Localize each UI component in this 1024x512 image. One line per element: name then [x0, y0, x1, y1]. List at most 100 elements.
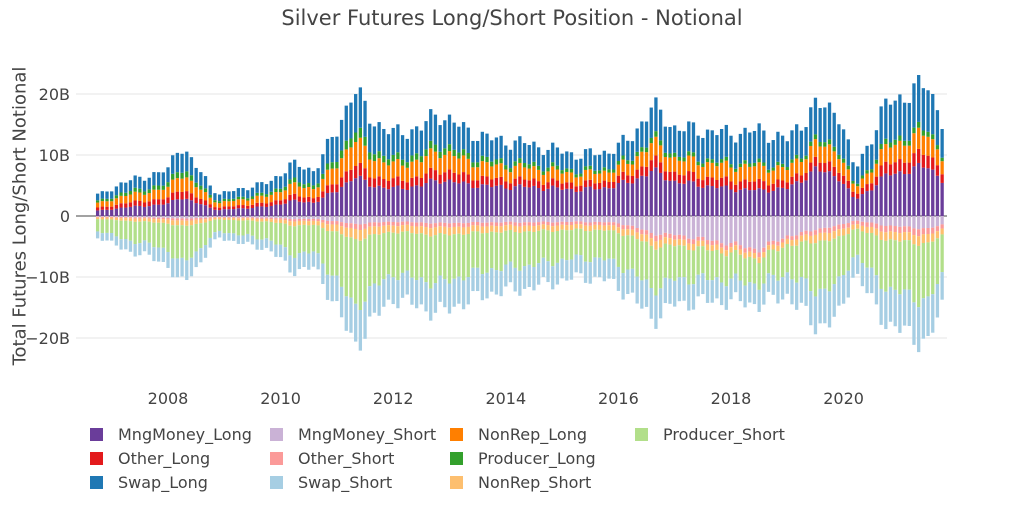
bar-nonrep-long [715, 166, 719, 180]
bar-nonrep-short [457, 226, 461, 234]
bar-mngmoney-short [461, 216, 466, 224]
bar-nonrep-short [349, 227, 353, 238]
bar-producer-long [621, 155, 625, 160]
bar-mngmoney-short [719, 216, 724, 244]
bar-swap-long [438, 125, 442, 152]
bar-mngmoney-short [447, 216, 452, 224]
bar-swap-short [278, 244, 283, 258]
bar-swap-long [363, 100, 367, 137]
bar-nonrep-short [748, 251, 752, 257]
legend-item[interactable]: NonRep_Short [450, 473, 591, 492]
legend-item[interactable]: MngMoney_Short [270, 425, 436, 444]
bar-nonrep-long [851, 183, 855, 192]
bar-other-long [386, 181, 391, 190]
bar-nonrep-short [931, 233, 935, 242]
legend-item[interactable]: NonRep_Long [450, 425, 587, 444]
bar-nonrep-long [321, 178, 325, 192]
bar-other-long [780, 180, 785, 188]
bar-nonrep-long [452, 156, 456, 173]
bar-other-short [358, 224, 363, 231]
bar-nonrep-long [640, 151, 644, 167]
bar-mngmoney-short [288, 216, 292, 220]
bar-other-long [593, 183, 597, 190]
bar-nonrep-long [917, 127, 921, 149]
bar-producer-short [386, 231, 391, 275]
legend-item[interactable]: Producer_Short [635, 425, 785, 444]
bar-producer-long [471, 162, 475, 168]
bar-nonrep-long [837, 159, 841, 173]
bar-producer-long [344, 140, 348, 150]
bar-other-long [677, 174, 682, 184]
bar-nonrep-long [602, 170, 606, 181]
bar-swap-long [832, 112, 836, 147]
bar-other-short [391, 221, 395, 226]
bar-producer-long [156, 185, 161, 190]
x-tick-label: 2016 [598, 389, 639, 408]
bar-producer-long [912, 127, 916, 134]
bar-swap-short [870, 267, 874, 294]
bar-nonrep-long [555, 169, 560, 181]
bar-other-long [105, 206, 109, 210]
bar-swap-long [593, 155, 597, 171]
bar-nonrep-short [260, 218, 264, 222]
bar-swap-short [616, 266, 621, 291]
bar-producer-short [161, 222, 165, 248]
bar-producer-short [607, 230, 611, 259]
bar-other-short [668, 233, 672, 239]
bar-nonrep-long [156, 189, 161, 200]
bar-mngmoney-long [161, 204, 165, 216]
legend-item[interactable]: Swap_Long [90, 473, 208, 492]
bar-nonrep-short [574, 224, 578, 229]
bar-other-long [349, 169, 353, 182]
bar-producer-short [654, 249, 658, 296]
bar-producer-long [738, 163, 743, 168]
bar-other-short [579, 221, 583, 225]
bar-other-long [457, 174, 461, 184]
bar-nonrep-long [696, 165, 700, 179]
bar-mngmoney-long [846, 188, 850, 216]
bar-other-short [152, 217, 156, 220]
bar-nonrep-long [274, 192, 278, 201]
bar-mngmoney-long [687, 180, 691, 216]
bar-swap-short [349, 297, 353, 333]
bar-other-short [734, 241, 738, 246]
bar-swap-long [588, 148, 592, 166]
bar-mngmoney-short [199, 216, 203, 218]
bar-producer-long [771, 167, 775, 171]
bar-swap-short [161, 247, 165, 262]
legend-item[interactable]: Other_Short [270, 449, 394, 468]
bar-other-short [757, 252, 761, 258]
bar-other-short [316, 219, 320, 222]
bar-mngmoney-long [790, 184, 794, 216]
bar-producer-long [658, 140, 663, 146]
bar-swap-short [776, 280, 780, 304]
bar-producer-long [260, 192, 264, 196]
bar-producer-long [560, 170, 564, 174]
bar-other-short [541, 221, 545, 225]
bar-swap-long [194, 167, 198, 183]
bar-mngmoney-short [640, 216, 644, 230]
bar-other-short [293, 219, 297, 222]
bar-producer-short [297, 225, 302, 254]
bar-swap-short [818, 288, 822, 324]
bar-other-long [912, 153, 916, 167]
bar-swap-short [508, 261, 513, 283]
bar-producer-long [588, 165, 592, 170]
bar-mngmoney-long [823, 172, 827, 216]
bar-mngmoney-long [264, 206, 269, 216]
bar-producer-long [194, 182, 198, 188]
bar-producer-long [640, 147, 644, 152]
bar-nonrep-long [790, 162, 794, 177]
bar-mngmoney-long [729, 189, 733, 216]
legend-item[interactable]: MngMoney_Long [90, 425, 252, 444]
bar-nonrep-long [255, 195, 259, 203]
bar-other-long [410, 177, 414, 187]
legend-item[interactable]: Other_Long [90, 449, 210, 468]
legend-item[interactable]: Producer_Long [450, 449, 596, 468]
bar-mngmoney-long [180, 199, 184, 216]
bar-producer-short [199, 223, 203, 249]
legend-item[interactable]: Swap_Short [270, 473, 392, 492]
bar-swap-long [424, 121, 428, 150]
bar-mngmoney-short [757, 216, 761, 253]
bar-producer-long [757, 158, 761, 163]
